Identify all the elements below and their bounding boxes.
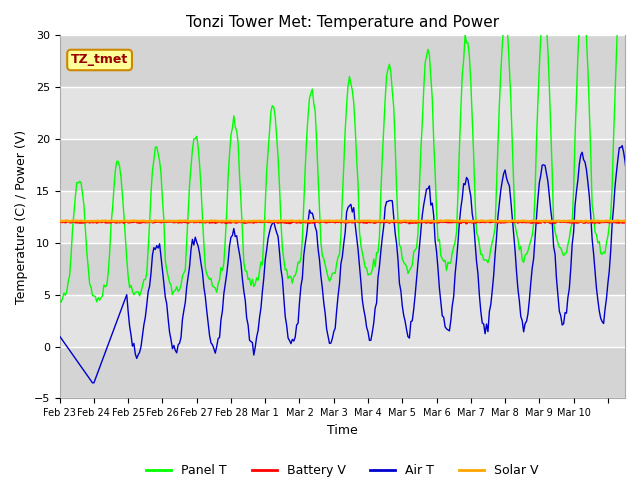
Bar bbox=[60, 36, 625, 87]
X-axis label: Time: Time bbox=[327, 424, 358, 437]
Bar bbox=[60, 191, 625, 243]
Bar bbox=[60, 139, 625, 191]
Bar bbox=[60, 87, 625, 139]
Bar bbox=[60, 347, 625, 398]
Y-axis label: Temperature (C) / Power (V): Temperature (C) / Power (V) bbox=[15, 130, 28, 304]
Legend: Panel T, Battery V, Air T, Solar V: Panel T, Battery V, Air T, Solar V bbox=[141, 459, 544, 480]
Line: Solar V: Solar V bbox=[60, 220, 640, 222]
Bar bbox=[60, 243, 625, 295]
Title: Tonzi Tower Met: Temperature and Power: Tonzi Tower Met: Temperature and Power bbox=[186, 15, 499, 30]
Text: TZ_tmet: TZ_tmet bbox=[71, 53, 128, 67]
Line: Air T: Air T bbox=[60, 145, 640, 383]
Line: Panel T: Panel T bbox=[60, 0, 640, 302]
Bar bbox=[60, 295, 625, 347]
Line: Battery V: Battery V bbox=[60, 221, 640, 223]
